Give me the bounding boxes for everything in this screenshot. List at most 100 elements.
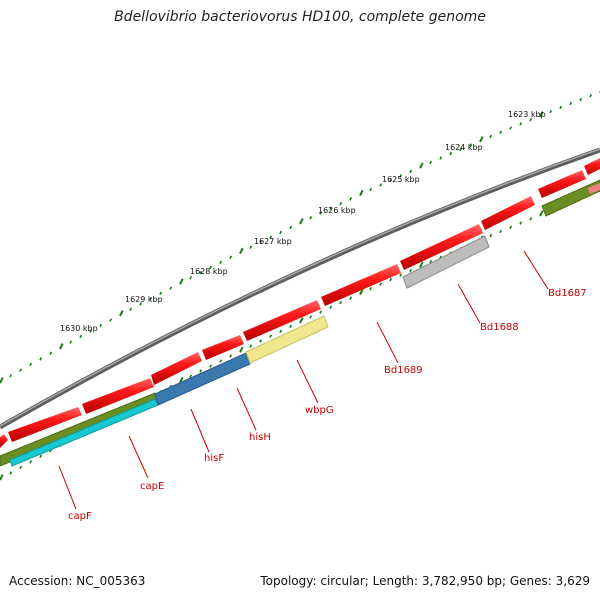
- gene-label[interactable]: hisF: [204, 453, 224, 464]
- minor-tick: [379, 282, 383, 286]
- gene-label[interactable]: capE: [140, 481, 164, 492]
- minor-tick: [389, 178, 393, 183]
- yellow-feature-bar[interactable]: [245, 315, 329, 364]
- feature-bars: [0, 179, 600, 467]
- gene-block[interactable]: [0, 434, 8, 448]
- gene-block[interactable]: [481, 196, 535, 230]
- minor-tick: [509, 225, 513, 229]
- minor-tick: [499, 130, 503, 134]
- gene-block[interactable]: [82, 378, 154, 414]
- major-tick: [0, 377, 4, 384]
- minor-tick: [9, 471, 13, 475]
- gene-block[interactable]: [584, 158, 600, 175]
- major-tick: [479, 136, 484, 143]
- gene-label[interactable]: wbpG: [305, 405, 334, 416]
- minor-tick: [259, 339, 263, 343]
- minor-tick: [449, 151, 453, 156]
- minor-tick: [439, 156, 443, 160]
- minor-tick: [559, 105, 563, 110]
- outer-scale-ticks: [0, 90, 600, 384]
- minor-tick: [19, 465, 23, 470]
- minor-tick: [199, 270, 203, 275]
- minor-tick: [189, 275, 193, 280]
- minor-tick: [259, 240, 263, 244]
- minor-tick: [279, 329, 283, 334]
- major-tick: [299, 218, 304, 225]
- minor-tick: [409, 268, 413, 273]
- minor-tick: [529, 217, 533, 221]
- minor-tick: [219, 260, 223, 265]
- minor-tick: [249, 245, 253, 249]
- minor-tick: [279, 230, 283, 235]
- olive-feature-bar-right[interactable]: [541, 179, 600, 217]
- minor-tick: [49, 351, 53, 355]
- minor-tick: [329, 305, 333, 310]
- genome-backbone: [0, 147, 600, 430]
- minor-tick: [349, 296, 353, 300]
- gene-block[interactable]: [151, 352, 202, 385]
- minor-tick: [499, 229, 503, 234]
- minor-tick: [199, 369, 203, 373]
- gene-block[interactable]: [243, 300, 321, 341]
- accession-text: Accession: NC_005363: [9, 574, 146, 588]
- minor-tick: [159, 291, 163, 296]
- major-tick: [539, 111, 544, 118]
- scale-label: 1625 kbp: [382, 175, 420, 184]
- minor-tick: [369, 187, 373, 192]
- minor-tick: [399, 174, 403, 178]
- minor-tick: [579, 97, 583, 102]
- major-tick: [359, 189, 364, 197]
- major-tick: [299, 317, 304, 324]
- minor-tick: [319, 310, 323, 314]
- minor-tick: [39, 357, 43, 361]
- gene-label[interactable]: hisH: [249, 432, 271, 443]
- minor-tick: [309, 216, 313, 220]
- gene-block[interactable]: [538, 170, 586, 198]
- scale-label: 1624 kbp: [445, 143, 483, 152]
- gene-labels: Bd1687 Bd1688 Bd1689 wbpG hisH hisF capE…: [68, 288, 587, 522]
- minor-tick: [489, 134, 493, 139]
- gene-block[interactable]: [400, 224, 483, 270]
- scale-label: 1626 kbp: [318, 206, 356, 215]
- gene-label[interactable]: Bd1689: [384, 365, 423, 376]
- minor-tick: [509, 126, 513, 130]
- minor-tick: [519, 122, 523, 126]
- minor-tick: [339, 201, 343, 206]
- major-tick: [119, 310, 124, 317]
- major-tick: [419, 162, 424, 169]
- scale-label: 1623 kbp: [508, 110, 546, 119]
- minor-tick: [219, 359, 223, 363]
- minor-tick: [529, 118, 533, 122]
- gene-label[interactable]: Bd1688: [480, 322, 519, 333]
- gene-block[interactable]: [202, 335, 244, 360]
- minor-tick: [99, 323, 103, 328]
- gray-feature-bar[interactable]: [402, 235, 490, 289]
- minor-tick: [369, 287, 373, 291]
- gene-label[interactable]: Bd1687: [548, 288, 587, 299]
- major-tick: [179, 278, 184, 285]
- minor-tick: [89, 329, 93, 333]
- minor-tick: [289, 225, 293, 230]
- map-title: Bdellovibrio bacteriovorus HD100, comple…: [114, 9, 486, 25]
- major-tick: [0, 474, 4, 481]
- minor-tick: [459, 147, 463, 151]
- minor-tick: [429, 160, 433, 165]
- minor-tick: [69, 340, 73, 344]
- gene-block[interactable]: [8, 407, 82, 442]
- pink-feature-bar[interactable]: [588, 183, 600, 194]
- minor-tick: [209, 265, 213, 270]
- minor-tick: [149, 296, 153, 301]
- minor-tick: [569, 101, 573, 106]
- major-tick: [179, 376, 184, 384]
- minor-tick: [269, 334, 273, 338]
- minor-tick: [19, 368, 23, 372]
- minor-tick: [29, 460, 33, 464]
- major-tick: [239, 346, 244, 353]
- major-tick: [239, 247, 244, 255]
- gene-block[interactable]: [321, 264, 401, 306]
- gene-label[interactable]: capF: [68, 511, 92, 522]
- minor-tick: [169, 286, 173, 290]
- minor-tick: [399, 273, 403, 277]
- blue-feature-bar[interactable]: [154, 352, 251, 406]
